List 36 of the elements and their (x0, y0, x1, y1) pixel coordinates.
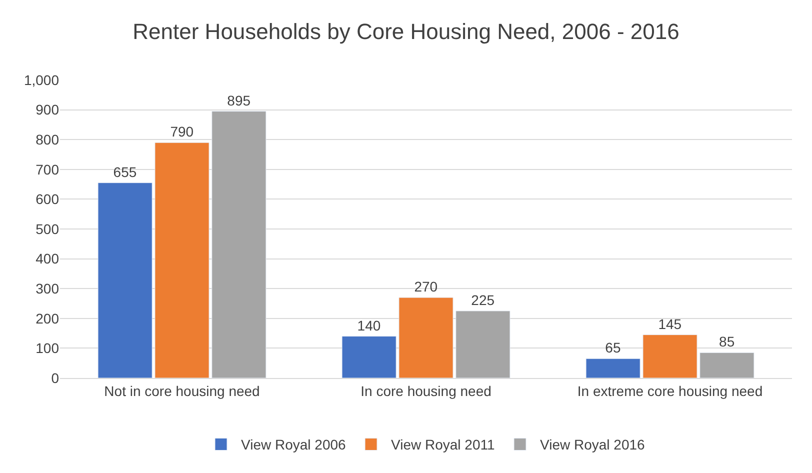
x-tick-label: Not in core housing need (104, 382, 260, 399)
chart-title: Renter Households by Core Housing Need, 2006 - 2016 (132, 19, 680, 44)
y-tick-label: 100 (36, 340, 60, 356)
bar (456, 310, 510, 378)
y-tick-label: 800 (36, 132, 60, 148)
data-label: 85 (719, 334, 735, 350)
legend-label: View Royal 2006 (241, 436, 346, 453)
bar (98, 182, 152, 378)
bar (342, 336, 396, 378)
bar (398, 297, 454, 378)
legend-label: View Royal 2016 (540, 436, 646, 453)
data-label: 270 (414, 278, 438, 295)
y-tick-label: 1,000 (24, 72, 60, 88)
y-tick-label: 200 (36, 310, 60, 326)
y-tick-label: 700 (36, 161, 60, 178)
bar (700, 352, 754, 378)
bar (154, 142, 210, 378)
x-tick-label: In core housing need (360, 382, 492, 399)
y-tick-label: 0 (51, 370, 60, 386)
data-label: 65 (605, 340, 621, 356)
y-tick-label: 300 (36, 280, 60, 296)
y-tick-label: 600 (36, 191, 60, 208)
y-tick-label: 400 (36, 250, 60, 267)
data-label: 895 (227, 92, 251, 108)
data-label: 225 (471, 292, 495, 308)
y-tick-label: 900 (36, 102, 60, 118)
data-label: 790 (170, 124, 194, 140)
x-tick-label: In extreme core housing need (577, 382, 763, 399)
legend-label: View Royal 2011 (391, 436, 496, 453)
data-label: 145 (658, 316, 682, 332)
data-label: 140 (357, 317, 381, 334)
data-label: 655 (113, 164, 137, 180)
y-tick-label: 500 (36, 220, 60, 237)
bar (212, 111, 266, 378)
bar (642, 334, 698, 378)
bar (586, 358, 640, 378)
